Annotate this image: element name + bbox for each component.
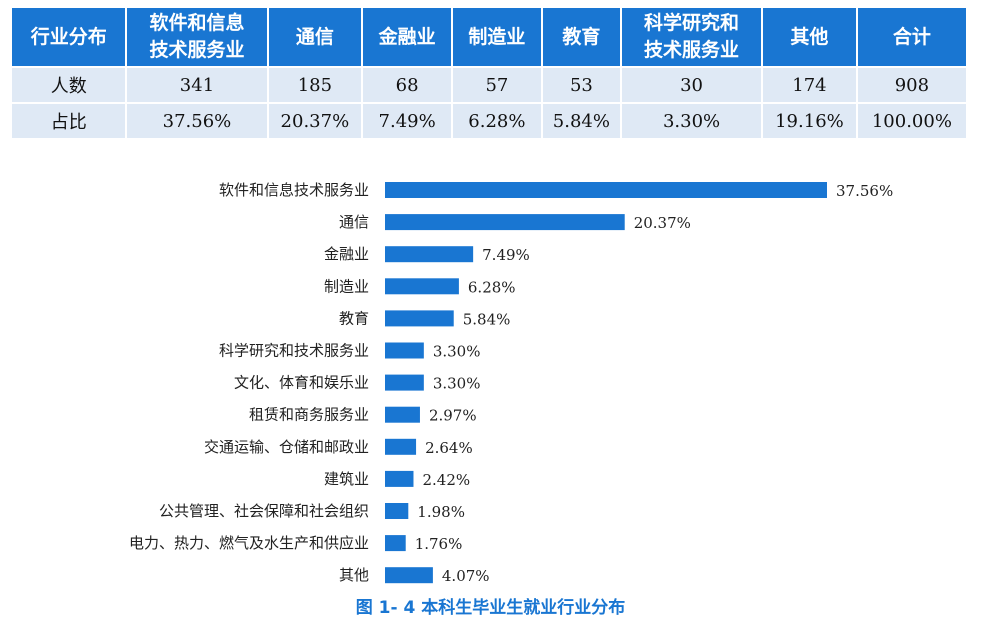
chart-caption: 图 1- 4 本科生毕业生就业行业分布 xyxy=(355,598,626,618)
data-label: 2.64% xyxy=(425,439,473,457)
data-label: 4.07% xyxy=(442,567,490,585)
table-cell: 19.16% xyxy=(763,104,856,138)
category-label: 通信 xyxy=(339,213,369,231)
table-header-cell: 合计 xyxy=(857,8,966,66)
table-cell: 5.84% xyxy=(542,104,620,138)
table-header-row: 行业分布 软件和信息 技术服务业 通信 金融业 制造业 教育 科学研究和 技术服务业 其他 合计 xyxy=(12,8,966,66)
bar xyxy=(385,470,414,487)
bar xyxy=(385,535,406,552)
table-cell: 341 xyxy=(127,68,267,102)
category-label: 文化、体育和娱乐业 xyxy=(234,374,369,392)
category-label: 电力、热力、燃气及水生产和供应业 xyxy=(129,534,369,552)
table-cell: 20.37% xyxy=(268,104,362,138)
data-label: 3.30% xyxy=(433,343,481,361)
table-row-header: 占比 xyxy=(12,104,126,138)
category-label: 金融业 xyxy=(324,245,369,263)
table-header-cell: 软件和信息 技术服务业 xyxy=(127,8,267,66)
table-header-cell: 制造业 xyxy=(453,8,541,66)
table-row-header: 人数 xyxy=(12,68,126,102)
table-cell: 7.49% xyxy=(363,104,451,138)
table-header-cell: 其他 xyxy=(763,8,856,66)
bar xyxy=(385,278,459,295)
table-cell: 57 xyxy=(453,68,541,102)
data-label: 1.98% xyxy=(417,503,465,521)
data-label: 6.28% xyxy=(468,278,516,296)
table-body: 人数 341 185 68 57 53 30 174 908 占比 37.56% 20.37% 7.49… xyxy=(12,68,966,138)
bar xyxy=(385,503,409,519)
industry-stats-table: 行业分布 软件和信息 技术服务业 通信 金融业 制造业 教育 科学研究和 技术服务业 其他 合计 人… xyxy=(10,6,968,140)
bar xyxy=(385,406,420,423)
category-label: 建筑业 xyxy=(324,470,369,488)
table-row: 占比 37.56% 20.37% 7.49% 6.28% 5.84% 3.30% 19.16%… xyxy=(12,104,966,138)
table-header-cell: 金融业 xyxy=(363,8,451,66)
table-row: 人数 341 185 68 57 53 30 174 908 xyxy=(12,68,966,102)
table-cell: 30 xyxy=(622,68,762,102)
data-label: 1.76% xyxy=(415,535,463,553)
table-cell: 6.28% xyxy=(453,104,541,138)
category-label: 其他 xyxy=(339,566,369,584)
table-cell: 908 xyxy=(857,68,966,102)
bar xyxy=(385,374,424,391)
data-label: 2.42% xyxy=(422,471,470,489)
data-label: 7.49% xyxy=(482,246,530,264)
table-cell: 174 xyxy=(763,68,856,102)
table-cell: 185 xyxy=(268,68,362,102)
industry-bar-chart: 软件和信息技术服务业 37.56% 通信 20.37% 金融业 7.49% 制造业 6.28%… xyxy=(129,181,893,585)
bar xyxy=(385,438,417,455)
bar xyxy=(385,182,827,198)
category-label: 交通运输、仓储和邮政业 xyxy=(204,438,369,456)
data-label: 2.97% xyxy=(429,407,477,425)
category-label: 科学研究和技术服务业 xyxy=(219,342,369,360)
table-header-cell: 科学研究和 技术服务业 xyxy=(622,8,762,66)
category-label: 制造业 xyxy=(324,277,369,295)
bar xyxy=(385,567,433,584)
data-label: 3.30% xyxy=(433,375,481,393)
table-cell: 68 xyxy=(363,68,451,102)
table-cell: 53 xyxy=(542,68,620,102)
category-label: 教育 xyxy=(339,309,369,327)
bar xyxy=(385,214,625,231)
bar xyxy=(385,310,454,327)
category-label: 软件和信息技术服务业 xyxy=(219,181,369,199)
bar xyxy=(385,342,424,359)
table-header-cell: 行业分布 xyxy=(12,8,126,66)
bar xyxy=(385,246,474,263)
category-label: 租赁和商务服务业 xyxy=(249,406,369,424)
table-cell: 100.00% xyxy=(857,104,966,138)
table-cell: 37.56% xyxy=(127,104,267,138)
data-label: 20.37% xyxy=(634,214,691,232)
data-label: 37.56% xyxy=(836,182,893,200)
table-cell: 3.30% xyxy=(622,104,762,138)
table-header-cell: 通信 xyxy=(268,8,362,66)
table-header-cell: 教育 xyxy=(542,8,620,66)
category-label: 公共管理、社会保障和社会组织 xyxy=(159,502,369,520)
data-label: 5.84% xyxy=(463,310,511,328)
